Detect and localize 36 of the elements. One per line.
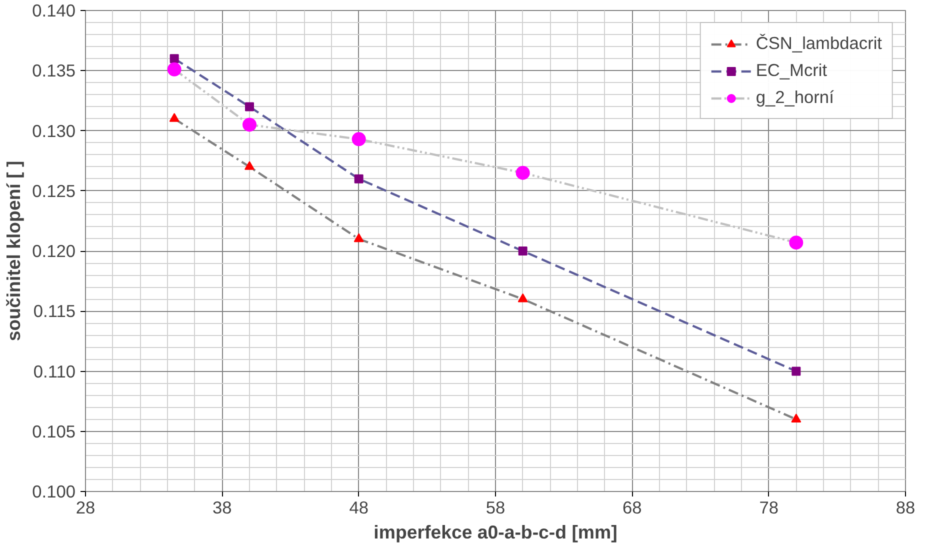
legend-label: ČSN_lambdacrit bbox=[756, 33, 882, 54]
y-tick-label: 0.130 bbox=[32, 120, 76, 141]
x-tick-label: 58 bbox=[486, 498, 506, 518]
x-tick-label: 48 bbox=[349, 498, 368, 518]
x-tick-label: 68 bbox=[622, 498, 642, 518]
point bbox=[516, 166, 530, 180]
point bbox=[169, 113, 180, 122]
point bbox=[242, 118, 256, 132]
legend-label: g_2_horní bbox=[756, 87, 834, 108]
y-axis-title: součinitel klopení [ ] bbox=[3, 160, 24, 342]
point bbox=[245, 102, 254, 112]
point bbox=[352, 132, 366, 146]
point bbox=[792, 366, 801, 376]
point bbox=[518, 293, 528, 302]
point bbox=[518, 246, 528, 256]
point bbox=[789, 236, 804, 250]
point bbox=[167, 62, 182, 76]
point bbox=[170, 54, 179, 64]
y-tick-label: 0.110 bbox=[33, 361, 76, 382]
x-tick-label: 28 bbox=[76, 498, 96, 518]
point bbox=[354, 233, 364, 242]
y-tick-label: 0.100 bbox=[32, 482, 76, 502]
x-tick-label: 78 bbox=[759, 498, 778, 518]
x-tick-label: 88 bbox=[896, 498, 916, 518]
point bbox=[244, 161, 254, 170]
x-tick-label: 38 bbox=[212, 498, 232, 518]
y-tick-label: 0.115 bbox=[33, 301, 76, 322]
y-tick-label: 0.120 bbox=[32, 241, 76, 261]
y-tick-label: 0.125 bbox=[32, 180, 76, 201]
point bbox=[354, 174, 364, 184]
y-tick-label: 0.105 bbox=[32, 421, 76, 442]
x-axis-title: imperfekce a0-a-b-c-d [mm] bbox=[374, 522, 618, 542]
y-tick-label: 0.135 bbox=[32, 60, 76, 81]
legend-label: EC_Mcrit bbox=[756, 60, 828, 81]
y-tick-label: 0.140 bbox=[32, 0, 76, 20]
point bbox=[791, 414, 802, 422]
